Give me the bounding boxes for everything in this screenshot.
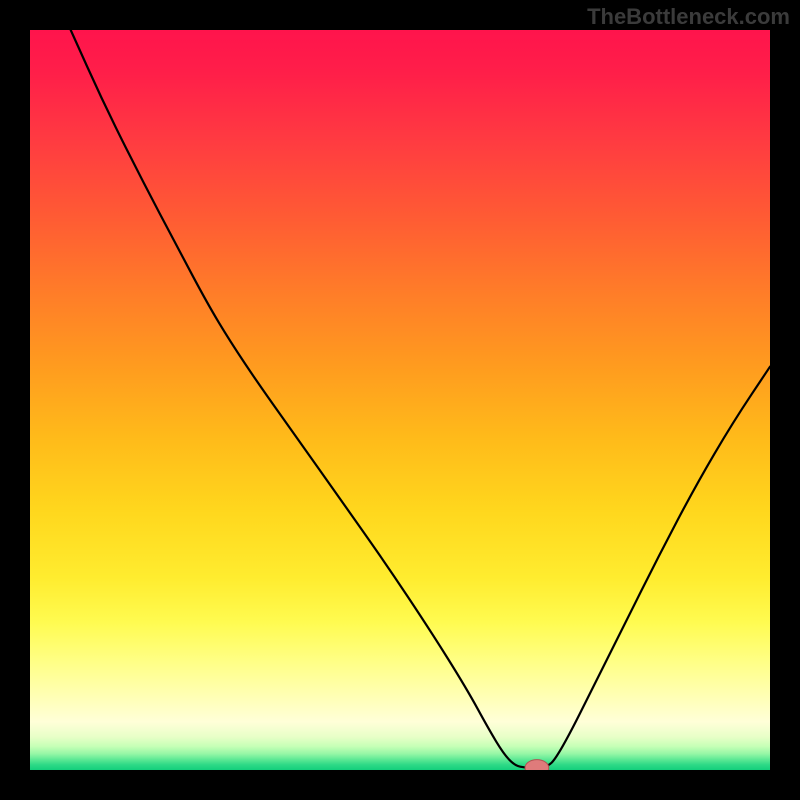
watermark-text: TheBottleneck.com: [587, 4, 790, 30]
chart-plot-area: [30, 30, 770, 770]
chart-background: [30, 30, 770, 770]
bottleneck-chart: [30, 30, 770, 770]
